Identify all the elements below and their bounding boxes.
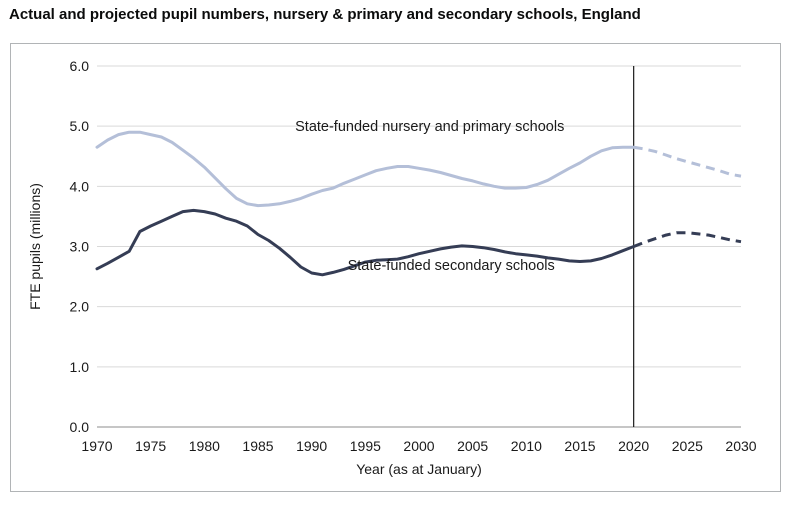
series-line-secondary-actual <box>95 208 636 277</box>
x-tick-label: 1985 <box>242 438 273 454</box>
y-tick-label: 0.0 <box>70 419 90 435</box>
y-tick-label: 3.0 <box>70 239 90 255</box>
y-tick-label: 4.0 <box>70 178 90 194</box>
x-tick-label: 2030 <box>725 438 756 454</box>
x-tick-label: 2000 <box>403 438 434 454</box>
x-tick-label: 1970 <box>81 438 112 454</box>
y-tick-label: 1.0 <box>70 359 90 375</box>
x-tick-label: 2010 <box>511 438 542 454</box>
series-line-primary-projected <box>633 145 742 178</box>
x-tick-label: 1990 <box>296 438 327 454</box>
y-tick-label: 2.0 <box>70 299 90 315</box>
x-tick-label: 1995 <box>350 438 381 454</box>
series-line-secondary-projected <box>633 231 742 248</box>
series-line-primary-actual <box>95 130 636 208</box>
y-tick-label: 6.0 <box>70 58 90 74</box>
x-tick-label: 1980 <box>189 438 220 454</box>
series-label-secondary: State-funded secondary schools <box>348 258 555 274</box>
y-axis-label: FTE pupils (millions) <box>27 183 43 310</box>
x-axis-label: Year (as at January) <box>356 461 482 477</box>
page-title: Actual and projected pupil numbers, nurs… <box>9 6 641 23</box>
series-label-primary: State-funded nursery and primary schools <box>295 119 564 135</box>
x-tick-label: 2025 <box>672 438 703 454</box>
chart-frame <box>10 43 781 492</box>
x-tick-label: 1975 <box>135 438 166 454</box>
x-tick-label: 2005 <box>457 438 488 454</box>
x-tick-label: 2015 <box>564 438 595 454</box>
y-tick-label: 5.0 <box>70 118 90 134</box>
x-tick-label: 2020 <box>618 438 649 454</box>
